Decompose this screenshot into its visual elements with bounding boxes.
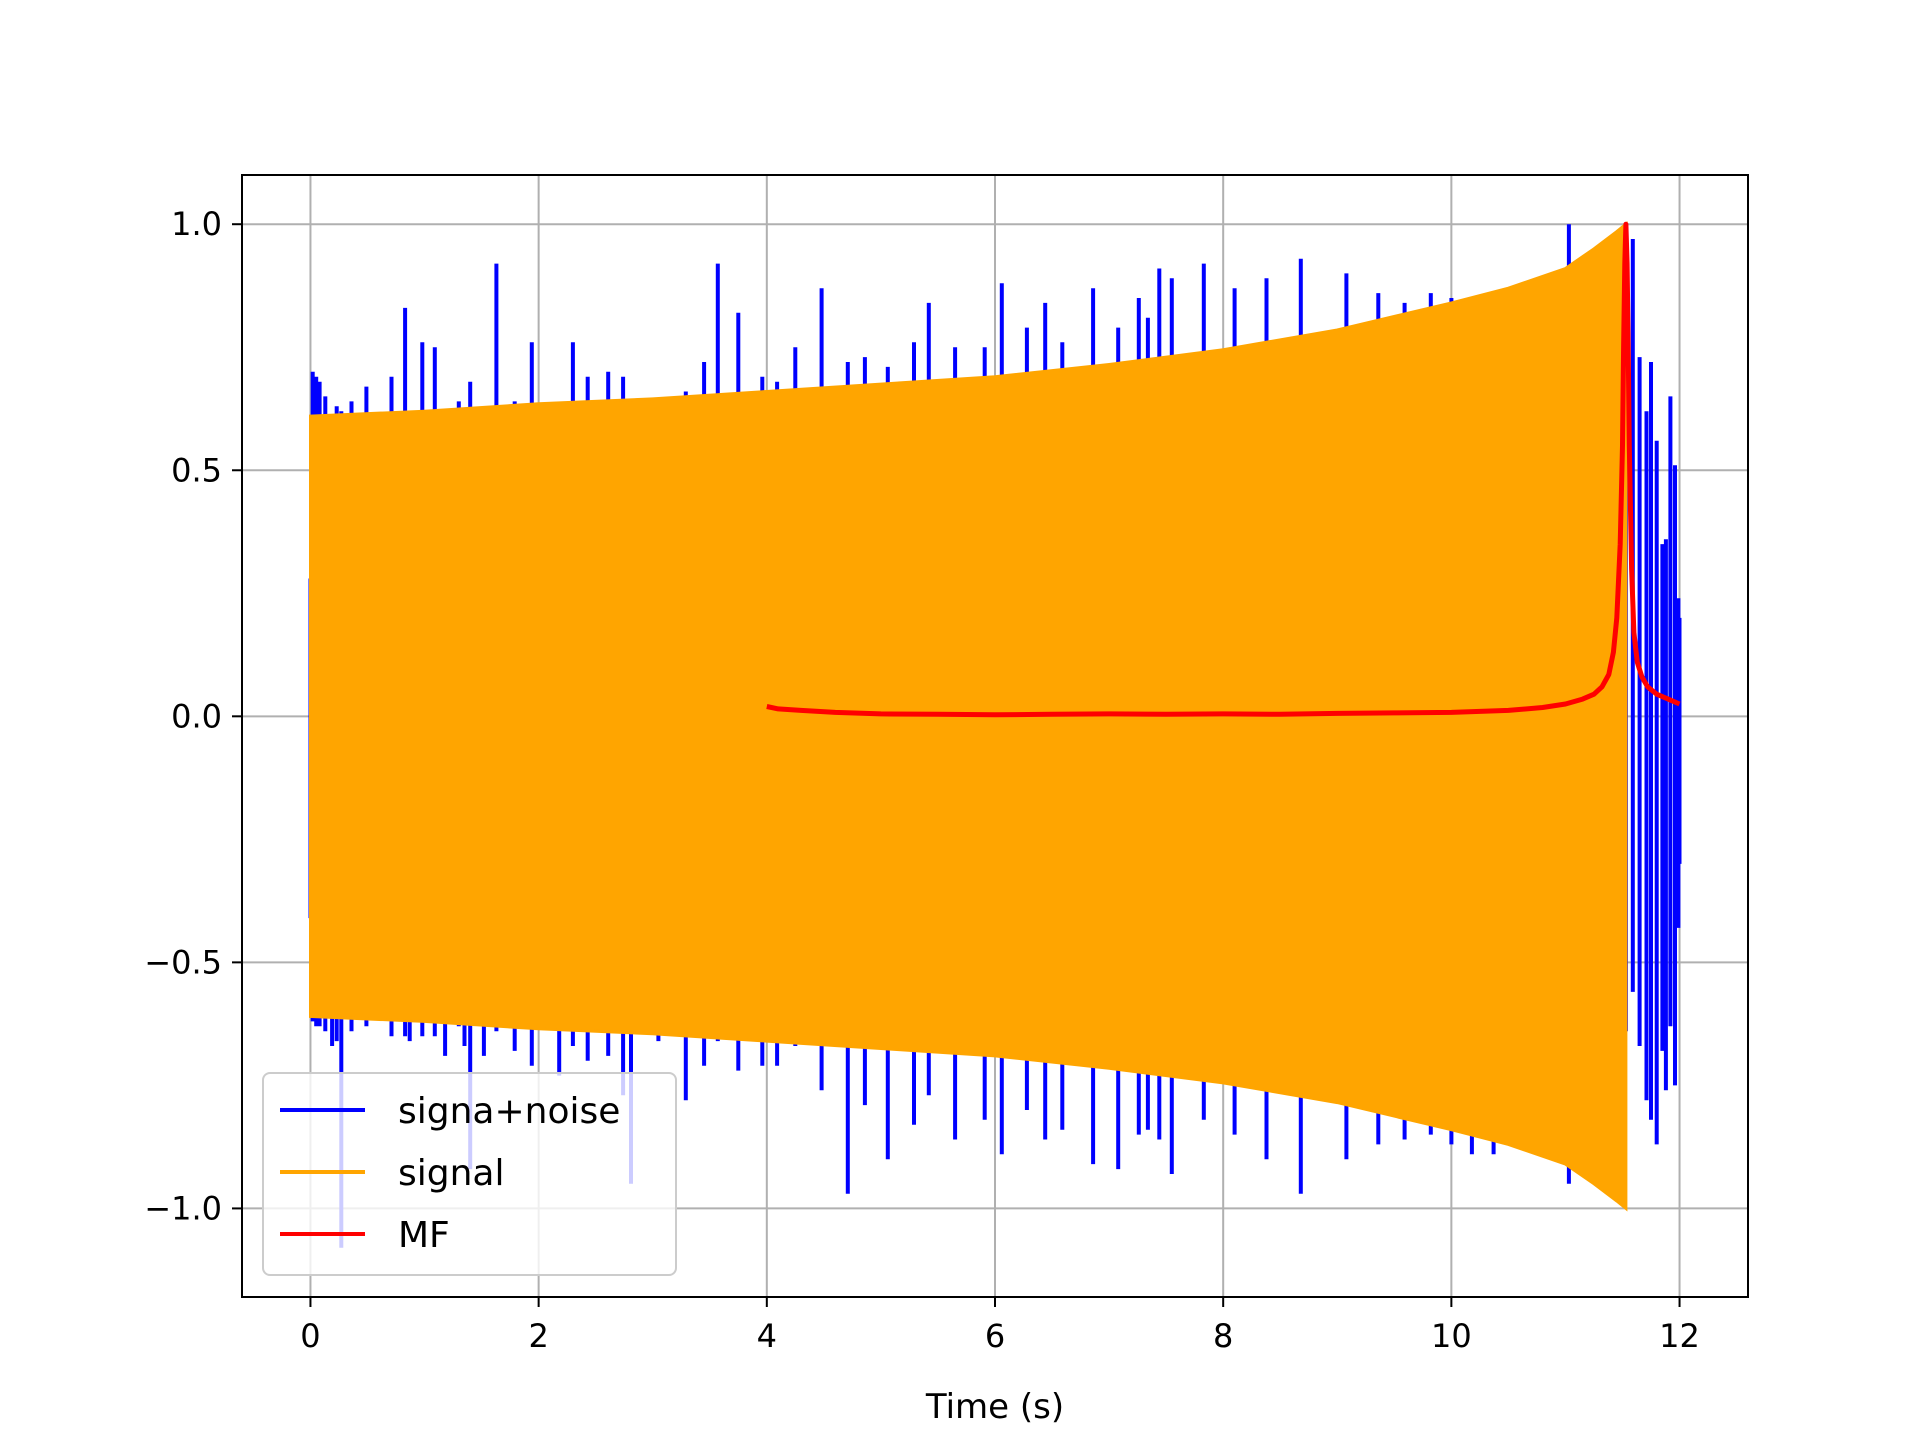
y-tick-label: 1.0 (171, 205, 222, 243)
x-tick-label: 0 (300, 1317, 320, 1355)
mf-series (766, 221, 1681, 718)
y-tick-label: 0.0 (171, 697, 222, 735)
x-axis-label: Time (s) (925, 1387, 1064, 1427)
axis-ticks: 0 2 4 6 8 10 12 −1.0 −0.5 0.0 0.5 1.0 (144, 205, 1700, 1355)
legend-label-2: MF (398, 1215, 450, 1256)
plot-area (308, 221, 1682, 1248)
x-tick-label: 6 (985, 1317, 1005, 1355)
x-tick-label: 4 (757, 1317, 777, 1355)
legend-label-1: signal (398, 1153, 505, 1194)
x-tick-label: 12 (1659, 1317, 1700, 1355)
legend-box (262, 1072, 677, 1276)
y-tick-label: −1.0 (144, 1189, 222, 1227)
x-tick-label: 8 (1213, 1317, 1233, 1355)
y-tick-label: −0.5 (144, 943, 222, 981)
x-tick-label: 2 (528, 1317, 548, 1355)
legend-label-0: signa+noise (398, 1091, 620, 1132)
x-tick-label: 10 (1431, 1317, 1472, 1355)
y-tick-label: 0.5 (171, 451, 222, 489)
legend: signa+noise signal MF (262, 1072, 677, 1276)
